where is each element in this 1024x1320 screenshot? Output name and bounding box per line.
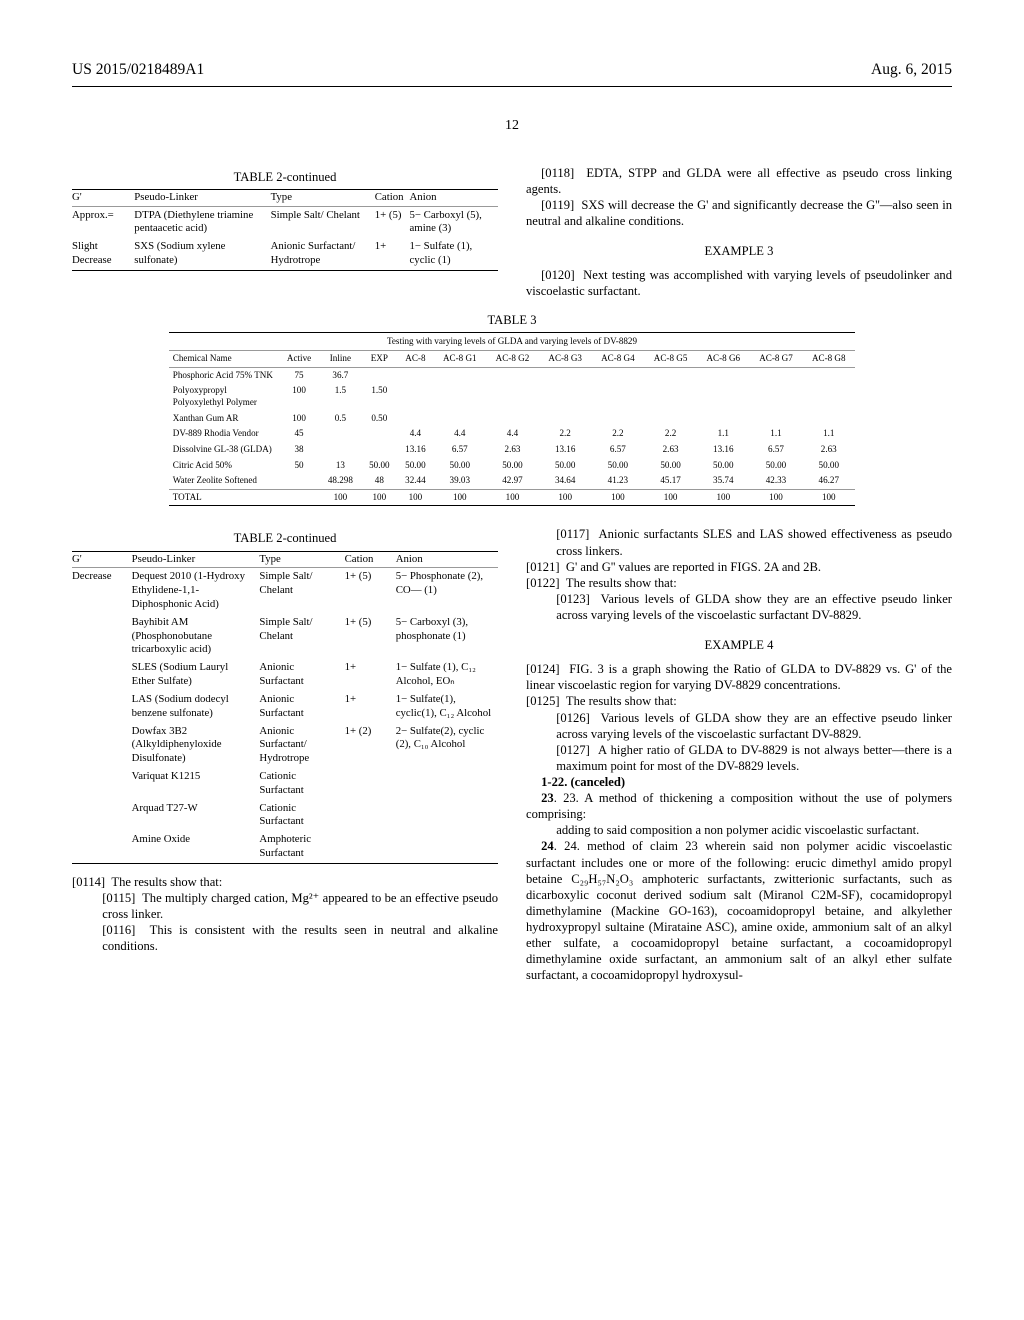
page-number: 12 <box>72 117 952 135</box>
table3-row: Dissolvine GL-38 (GLDA)3813.166.572.6313… <box>169 442 855 458</box>
para-0121: [0121] G' and G'' values are reported in… <box>526 559 952 575</box>
para-0117: [0117] Anionic surfactants SLES and LAS … <box>526 526 952 558</box>
header-rule <box>72 86 952 87</box>
table-2-continued-bottom: TABLE 2-continued G' Pseudo-Linker Type … <box>72 530 498 863</box>
table2a: G' Pseudo-Linker Type Cation Anion Appro… <box>72 189 498 271</box>
table2b: G' Pseudo-Linker Type Cation Anion Decre… <box>72 551 498 864</box>
para-0116: [0116] This is consistent with the resul… <box>72 922 498 954</box>
table3-row: Water Zeolite Softened48.2984832.4439.03… <box>169 473 855 489</box>
publication-date: Aug. 6, 2015 <box>871 60 952 80</box>
table2b-row: DecreaseDequest 2010 (1-Hydroxy Ethylide… <box>72 568 498 614</box>
table2b-row: Variquat K1215Cationic Surfactant <box>72 768 498 800</box>
para-0125: [0125] The results show that: <box>526 693 952 709</box>
table3-row: Polyoxypropyl Polyoxylethyl Polymer1001.… <box>169 383 855 410</box>
t2a-h4: Anion <box>410 189 499 206</box>
table-2-continued-top: TABLE 2-continued G' Pseudo-Linker Type … <box>72 169 498 271</box>
table3-row: Citric Acid 50%501350.0050.0050.0050.005… <box>169 458 855 474</box>
table2a-title: TABLE 2-continued <box>72 169 498 185</box>
t2a-h2: Type <box>271 189 375 206</box>
table3-title: TABLE 3 <box>72 312 952 328</box>
claims-1-22: 1-22. (canceled) <box>526 774 952 790</box>
claim-23-body: adding to said composition a non polymer… <box>526 822 952 838</box>
claim-24: 24. 24. method of claim 23 wherein said … <box>526 838 952 983</box>
right-top-block: [0118] EDTA, STPP and GLDA were all effe… <box>526 165 952 300</box>
table2b-row: Dowfax 3B2 (Alkyldiphenyloxide Disulfona… <box>72 723 498 768</box>
page-header: US 2015/0218489A1 Aug. 6, 2015 <box>72 60 952 80</box>
example-3-heading: EXAMPLE 3 <box>526 243 952 259</box>
para-0122: [0122] The results show that: <box>526 575 952 591</box>
two-column-body: TABLE 2-continued G' Pseudo-Linker Type … <box>72 165 952 984</box>
para-0123: [0123] Various levels of GLDA show they … <box>526 591 952 623</box>
t2a-h0: G' <box>72 189 134 206</box>
t2a-h1: Pseudo-Linker <box>134 189 270 206</box>
table3-row: Xanthan Gum AR1000.50.50 <box>169 411 855 427</box>
table3-row: Phosphoric Acid 75% TNK7536.7 <box>169 367 855 383</box>
example-4-heading: EXAMPLE 4 <box>526 637 952 653</box>
para-0118: [0118] EDTA, STPP and GLDA were all effe… <box>526 165 952 197</box>
para-0126: [0126] Various levels of GLDA show they … <box>526 710 952 742</box>
para-0119: [0119] SXS will decrease the G' and sign… <box>526 197 952 229</box>
para-0114: [0114] The results show that: <box>72 874 498 890</box>
table2b-row: Amine OxideAmphoteric Surfactant <box>72 831 498 863</box>
para-0120: [0120] Next testing was accomplished wit… <box>526 267 952 299</box>
table2b-row: LAS (Sodium dodecyl benzene sulfonate)An… <box>72 691 498 723</box>
para-0127: [0127] A higher ratio of GLDA to DV-8829… <box>526 742 952 774</box>
publication-number: US 2015/0218489A1 <box>72 60 204 80</box>
t2a-h3: Cation <box>375 189 410 206</box>
claim-23: 23. 23. A method of thickening a composi… <box>526 790 952 822</box>
table3: Testing with varying levels of GLDA and … <box>169 332 855 507</box>
t2a-r0: Approx.= DTPA (Diethylene triamine penta… <box>72 206 498 238</box>
para-0124: [0124] FIG. 3 is a graph showing the Rat… <box>526 661 952 693</box>
table3-caption: Testing with varying levels of GLDA and … <box>169 332 855 351</box>
table-3-block: TABLE 3 Testing with varying levels of G… <box>72 308 952 507</box>
t2a-r1: Slight Decrease SXS (Sodium xylene sulfo… <box>72 238 498 270</box>
table3-row: DV-889 Rhodia Vendor454.44.44.42.22.22.2… <box>169 426 855 442</box>
table2b-row: Bayhibit AM (Phosphonobutane tricarboxyl… <box>72 614 498 659</box>
table2b-title: TABLE 2-continued <box>72 530 498 546</box>
table3-total: TOTAL 100 100 100 100 100 100 100 100 10… <box>169 489 855 506</box>
right-lower-block: [0121] G' and G'' values are reported in… <box>526 559 952 984</box>
table2b-row: SLES (Sodium Lauryl Ether Sulfate)Anioni… <box>72 659 498 691</box>
table2b-row: Arquad T27-WCationic Surfactant <box>72 800 498 832</box>
para-0115: [0115] The multiply charged cation, Mg²⁺… <box>72 890 498 922</box>
